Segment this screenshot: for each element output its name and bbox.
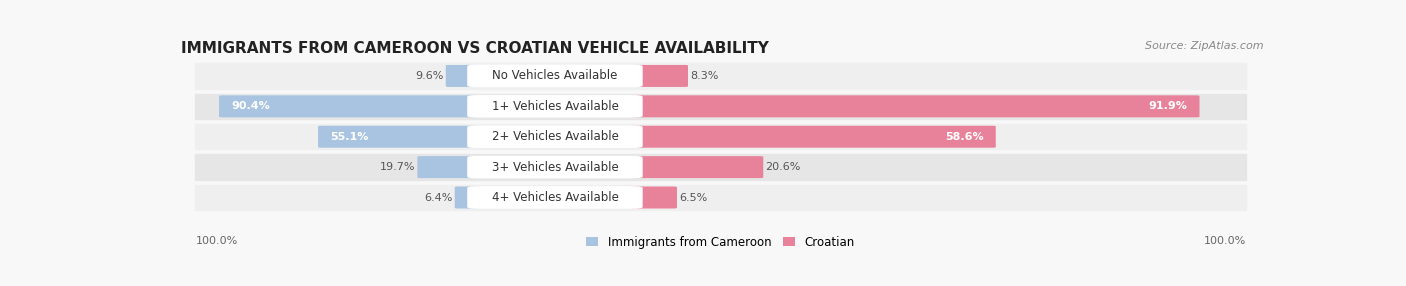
FancyBboxPatch shape: [318, 126, 479, 148]
Text: 91.9%: 91.9%: [1149, 101, 1188, 111]
FancyBboxPatch shape: [454, 186, 479, 208]
Text: 9.6%: 9.6%: [415, 71, 443, 81]
FancyBboxPatch shape: [631, 65, 688, 87]
FancyBboxPatch shape: [631, 156, 763, 178]
Text: 6.4%: 6.4%: [425, 192, 453, 202]
Text: 20.6%: 20.6%: [765, 162, 801, 172]
Text: 55.1%: 55.1%: [330, 132, 368, 142]
FancyBboxPatch shape: [219, 95, 479, 117]
Text: 3+ Vehicles Available: 3+ Vehicles Available: [492, 161, 619, 174]
FancyBboxPatch shape: [631, 95, 1199, 117]
Text: 90.4%: 90.4%: [231, 101, 270, 111]
Text: Source: ZipAtlas.com: Source: ZipAtlas.com: [1144, 41, 1263, 51]
Bar: [195, 124, 1246, 150]
Legend: Immigrants from Cameroon, Croatian: Immigrants from Cameroon, Croatian: [586, 236, 855, 249]
Text: 4+ Vehicles Available: 4+ Vehicles Available: [492, 191, 619, 204]
Text: 8.3%: 8.3%: [690, 71, 718, 81]
Text: 100.0%: 100.0%: [195, 236, 238, 246]
FancyBboxPatch shape: [467, 156, 643, 178]
FancyBboxPatch shape: [446, 65, 479, 87]
Text: 2+ Vehicles Available: 2+ Vehicles Available: [492, 130, 619, 143]
FancyBboxPatch shape: [631, 186, 676, 208]
FancyBboxPatch shape: [418, 156, 479, 178]
Bar: [195, 94, 1246, 119]
Text: 1+ Vehicles Available: 1+ Vehicles Available: [492, 100, 619, 113]
Text: 19.7%: 19.7%: [380, 162, 415, 172]
FancyBboxPatch shape: [467, 65, 643, 87]
FancyBboxPatch shape: [467, 126, 643, 148]
Text: IMMIGRANTS FROM CAMEROON VS CROATIAN VEHICLE AVAILABILITY: IMMIGRANTS FROM CAMEROON VS CROATIAN VEH…: [181, 41, 769, 56]
Bar: [195, 63, 1246, 89]
Text: 100.0%: 100.0%: [1204, 236, 1246, 246]
Text: No Vehicles Available: No Vehicles Available: [492, 69, 617, 82]
Bar: [195, 185, 1246, 210]
Text: 6.5%: 6.5%: [679, 192, 707, 202]
Bar: [195, 154, 1246, 180]
Text: 58.6%: 58.6%: [945, 132, 984, 142]
FancyBboxPatch shape: [631, 126, 995, 148]
FancyBboxPatch shape: [467, 95, 643, 118]
FancyBboxPatch shape: [467, 186, 643, 209]
